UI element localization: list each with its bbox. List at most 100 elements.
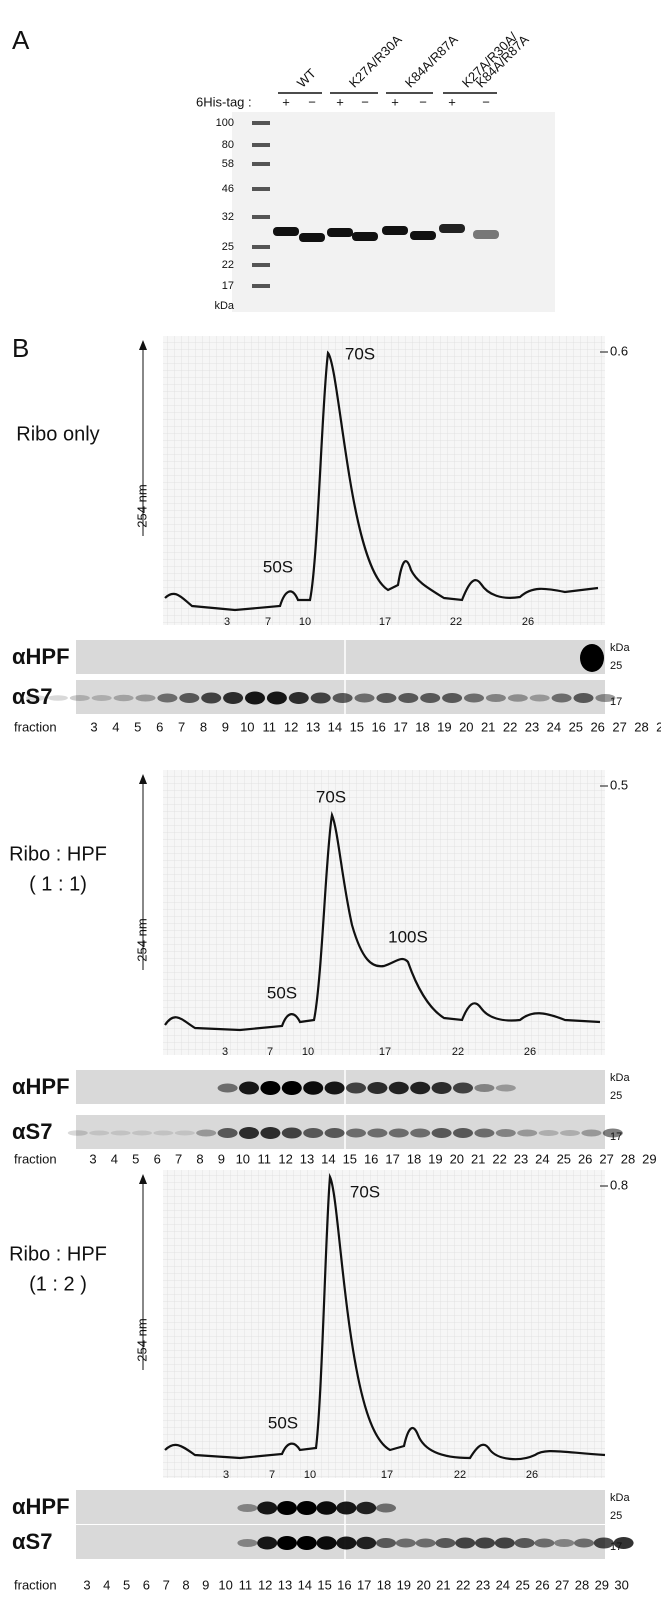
blot-band [245,691,265,705]
fraction-number: 23 [525,719,539,734]
blot-label: αS7 [12,1529,52,1554]
blot-band [395,1538,416,1548]
mw-unit: kDa [214,300,234,312]
fraction-number: 25 [515,1577,529,1592]
blot-band [581,1129,602,1137]
ladder-band [252,162,270,166]
mw-marker: 46 [222,183,234,195]
blot-band [324,1128,345,1138]
fraction-number: 25 [557,1151,571,1166]
blot-strip [76,640,605,674]
blot-band [415,1538,436,1548]
blot-band [324,1081,345,1095]
condition-label: Ribo only [16,423,99,445]
blot-label: αHPF [12,1074,70,1099]
fraction-number: 3 [83,1577,90,1592]
protein-band [352,232,378,241]
peak-label: 70S [350,1182,380,1201]
blot-band [296,1501,317,1515]
mw-marker: 80 [222,139,234,151]
blot-band [346,1128,366,1138]
blot-band [336,1501,357,1515]
blot-band [196,1129,217,1137]
blot-label: αS7 [12,1119,52,1144]
blot-band [420,693,441,703]
tag-sign: − [482,94,490,109]
fraction-number: 8 [200,719,207,734]
trace-fraction: 7 [267,1046,273,1058]
blot-band [310,692,331,704]
fraction-label: fraction [14,1151,57,1166]
gel [232,112,555,312]
fraction-number: 30 [614,1577,628,1592]
peak-label: 70S [345,344,375,363]
trace-fraction: 17 [381,1469,393,1481]
fraction-number: 6 [143,1577,150,1592]
mw-label: kDa [610,642,630,654]
ladder-band [252,187,270,191]
lane-label: K27A/R30A [346,32,405,91]
fraction-number: 12 [284,719,298,734]
fraction-number: 29 [642,1151,656,1166]
protein-band [410,231,436,240]
fraction-number: 7 [178,719,185,734]
blot-band [474,1128,495,1138]
blot-band [517,1129,538,1137]
tag-sign: + [336,94,344,109]
chart-grid [163,336,605,625]
blot-band [26,695,46,701]
blot-band [217,1128,238,1138]
fraction-number: 4 [111,1151,118,1166]
fraction-number: 23 [476,1577,490,1592]
ladder-band [252,245,270,249]
tag-sign: + [391,94,399,109]
tag-sign: + [448,94,456,109]
protein-band [327,228,353,237]
blot-band [398,693,419,703]
fraction-number: 22 [492,1151,506,1166]
lane-label: WT [294,66,319,91]
fraction-number: 29 [595,1577,609,1592]
axis-label: 254 nm [134,918,149,961]
fraction-number: 8 [182,1577,189,1592]
protein-band [382,226,408,235]
blot-band [132,1130,152,1136]
blot-band [223,692,244,704]
fraction-number: 11 [262,719,276,734]
blot-label: αHPF [12,644,70,669]
blot-band [257,1501,278,1515]
fraction-number: 11 [239,1577,253,1592]
blot-band [367,1082,388,1094]
blot-label: αHPF [12,1494,70,1519]
mw-marker: 32 [222,211,234,223]
trace-fraction: 7 [265,616,271,628]
trace-fraction: 17 [379,1046,391,1058]
blot-band [296,1536,317,1550]
trace-fraction: 3 [223,1469,229,1481]
arrow-head [139,774,147,784]
blot-band [475,1537,495,1549]
fraction-number: 13 [306,719,320,734]
chart-grid [163,770,605,1055]
mw-label: 25 [610,1510,622,1522]
trace-fraction: 22 [452,1046,464,1058]
fraction-number: 27 [555,1577,569,1592]
fraction-number: 24 [535,1151,549,1166]
blot-band [217,1083,238,1093]
blot-band [113,694,134,702]
fraction-number: 24 [547,719,561,734]
trace-fraction: 26 [526,1469,538,1481]
blot-band [89,1130,110,1136]
fraction-number: 23 [514,1151,528,1166]
blot-band [442,693,463,703]
fraction-number: 8 [196,1151,203,1166]
blot-band [455,1537,476,1549]
fraction-number: 22 [456,1577,470,1592]
axis-label: 254 nm [134,1318,149,1361]
trace-fraction: 10 [304,1469,316,1481]
blot-band [560,1130,580,1136]
profile: 254 nm 0.6 Ribo only 70S 50S 3 7 10 17 22 26 αHPF αS… [12,336,661,734]
blot-band [303,1128,324,1138]
blot-band [431,1082,452,1094]
